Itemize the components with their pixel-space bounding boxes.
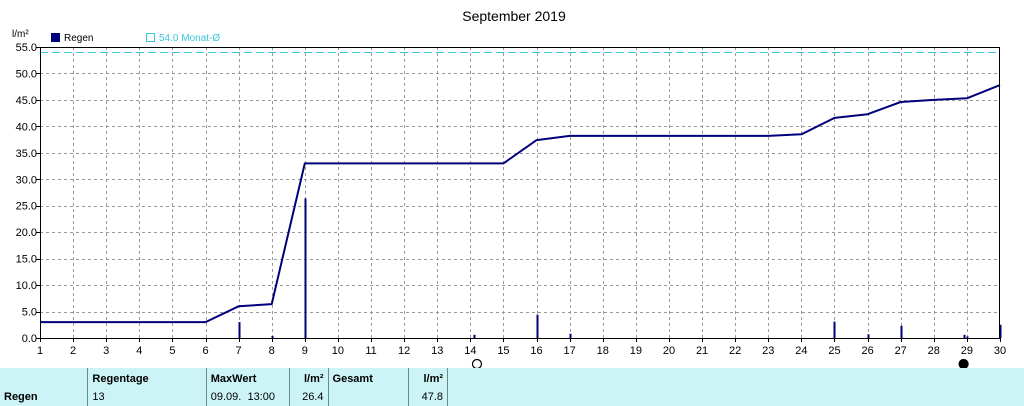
- gesamt-spacer: [328, 388, 410, 406]
- x-tick-label: 15: [497, 345, 509, 357]
- summary-table: Regentage MaxWert l/m² Gesamt l/m² Regen…: [0, 368, 1024, 406]
- regentage-label: Regentage: [87, 368, 207, 388]
- y-tick-label: 30.0: [16, 174, 37, 186]
- y-axis-ticks: 0.0 5.0 10.0 15.0 20.0 25.0 30.0 35.0 40.0 45.0 50…: [16, 42, 40, 345]
- y-tick-label: 15.0: [16, 254, 37, 266]
- x-tick-label: 6: [202, 345, 208, 357]
- daily-rain-bars: [238, 198, 1002, 338]
- x-tick-label: 30: [994, 345, 1006, 357]
- y-tick-label: 55.0: [16, 42, 37, 54]
- summary-footer: Regentage MaxWert l/m² Gesamt l/m² Regen…: [0, 368, 1024, 406]
- cumulative-rain-polyline: [40, 84, 1001, 324]
- y-tick-label: 50.0: [16, 68, 37, 80]
- gesamt-value: 47.8: [408, 388, 449, 406]
- rain-chart: September 2019 l/m² Regen 54.0 Monat-Ø 0…: [12, 8, 1006, 368]
- x-tick-label: 17: [564, 345, 576, 357]
- y-tick-label: 10.0: [16, 280, 37, 292]
- summary-filler-cell: [448, 388, 1024, 406]
- legend-regen-swatch: [51, 33, 60, 42]
- x-tick-label: 4: [136, 345, 142, 357]
- x-tick-label: 9: [302, 345, 308, 357]
- y-tick-label: 25.0: [16, 201, 37, 213]
- x-tick-label: 22: [729, 345, 741, 357]
- x-tick-label: 13: [431, 345, 443, 357]
- x-tick-label: 14: [464, 345, 476, 357]
- x-tick-label: 11: [365, 345, 376, 357]
- x-tick-label: 5: [169, 345, 175, 357]
- y-axis-unit-label: l/m²: [12, 29, 29, 40]
- x-tick-label: 28: [928, 345, 940, 357]
- full-moon-icon: [471, 358, 483, 368]
- y-tick-label: 45.0: [16, 95, 37, 107]
- summary-value-row: Regen 13 09.09. 13:00 26.4 47.8: [0, 388, 1024, 406]
- gesamt-label: Gesamt: [328, 368, 410, 388]
- x-tick-label: 12: [398, 345, 410, 357]
- x-tick-label: 29: [961, 345, 973, 357]
- x-tick-label: 7: [236, 345, 242, 357]
- summary-row-label: Regen: [0, 388, 89, 406]
- x-tick-label: 20: [663, 345, 675, 357]
- moon-phase-markers: [471, 358, 969, 368]
- maxwert-date: 09.09. 13:00: [206, 388, 290, 406]
- legend-reference-swatch: [146, 33, 155, 42]
- x-tick-label: 23: [762, 345, 774, 357]
- summary-header-row: Regentage MaxWert l/m² Gesamt l/m²: [0, 368, 1024, 388]
- x-tick-label: 18: [597, 345, 609, 357]
- x-tick-label: 2: [70, 345, 76, 357]
- x-tick-label: 25: [828, 345, 840, 357]
- chart-grid: [40, 47, 1000, 338]
- chart-title: September 2019: [462, 8, 566, 24]
- x-tick-label: 1: [37, 345, 43, 357]
- x-tick-label: 21: [696, 345, 708, 357]
- plot-frame: [40, 47, 1000, 339]
- gesamt-unit: l/m²: [408, 368, 449, 388]
- x-tick-label: 10: [332, 345, 344, 357]
- y-tick-label: 0.0: [22, 333, 37, 345]
- legend-reference-label: 54.0 Monat-Ø: [159, 33, 220, 44]
- summary-filler-cell: [448, 368, 1024, 388]
- x-tick-label: 19: [630, 345, 642, 357]
- maxwert-value: 26.4: [289, 388, 329, 406]
- x-tick-label: 8: [269, 345, 275, 357]
- x-tick-label: 26: [861, 345, 873, 357]
- regentage-value: 13: [87, 388, 207, 406]
- legend-regen-label: Regen: [64, 33, 93, 44]
- y-tick-label: 20.0: [16, 227, 37, 239]
- cumulative-rain-line: [40, 84, 1001, 324]
- x-tick-label: 27: [895, 345, 907, 357]
- x-tick-label: 3: [103, 345, 109, 357]
- y-tick-label: 5.0: [22, 307, 37, 319]
- summary-empty-cell: [0, 368, 89, 388]
- y-tick-label: 35.0: [16, 148, 37, 160]
- x-tick-label: 24: [795, 345, 807, 357]
- maxwert-label: MaxWert: [206, 368, 290, 388]
- x-tick-label: 16: [530, 345, 542, 357]
- new-moon-icon: [958, 358, 969, 368]
- x-axis-ticks: 1 2 3 4 5 6 7 8 9 10 11 12 13 14 15 16 17 18 19 20 21 22 23 24 2…: [37, 338, 1006, 357]
- maxwert-unit: l/m²: [289, 368, 329, 388]
- y-tick-label: 40.0: [16, 121, 37, 133]
